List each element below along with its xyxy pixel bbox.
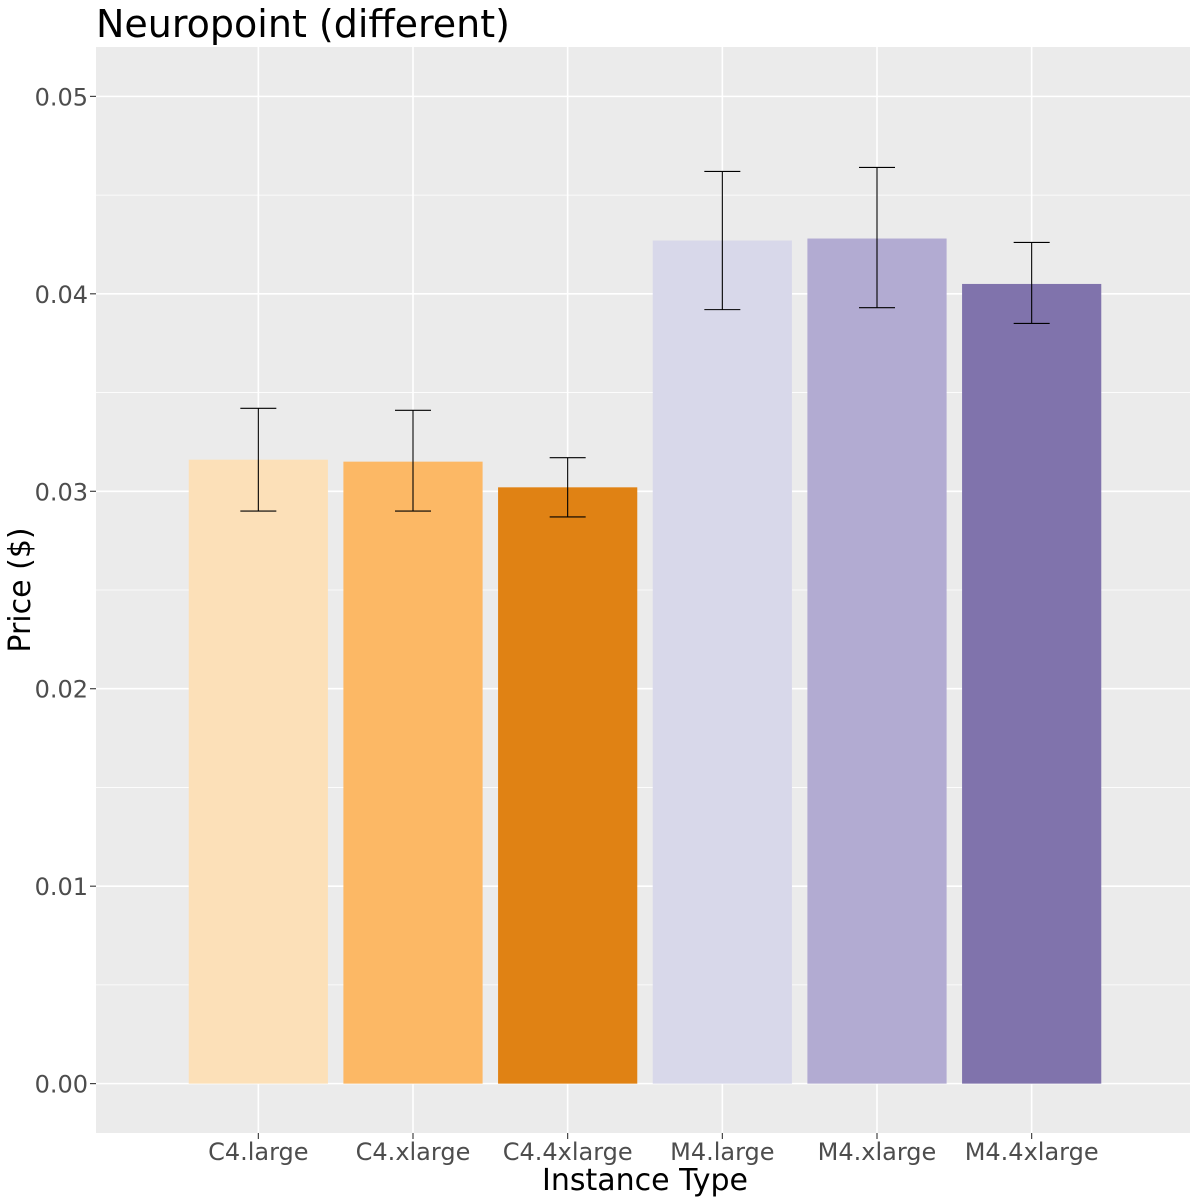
error-bar xyxy=(549,457,586,518)
y-axis-title: Price ($) xyxy=(3,527,38,652)
bar-m4-4xlarge xyxy=(962,283,1102,1084)
bar-c4-4xlarge xyxy=(498,487,638,1084)
y-tick-label: 0.04 xyxy=(35,281,88,309)
y-tick-label: 0.05 xyxy=(35,83,88,111)
error-bar xyxy=(395,409,431,512)
y-tick-label: 0.03 xyxy=(35,478,88,506)
x-axis-ticks: C4.large C4.xlarge C4.4xlarge M4.large M4.xl… xyxy=(208,1133,1099,1166)
x-axis-title: Instance Type xyxy=(542,1163,748,1198)
error-bars xyxy=(240,166,1050,518)
chart-title: Neuropoint (different) xyxy=(96,2,510,46)
y-axis-ticks: 0.00 0.01 0.02 0.03 0.04 0.05 xyxy=(35,83,96,1099)
y-tick-label: 0.01 xyxy=(35,873,88,901)
x-tick-label: M4.4xlarge xyxy=(965,1138,1099,1166)
x-tick-label: M4.large xyxy=(670,1138,774,1166)
error-bar xyxy=(859,166,895,309)
x-tick-label: C4.xlarge xyxy=(356,1138,471,1166)
bar-c4-xlarge xyxy=(343,461,483,1084)
x-tick-label: C4.4xlarge xyxy=(503,1138,633,1166)
bar-c4-large xyxy=(188,459,328,1084)
error-bar xyxy=(1013,241,1050,324)
bar-m4-large xyxy=(652,240,792,1084)
x-tick-label: C4.large xyxy=(208,1138,308,1166)
y-tick-label: 0.00 xyxy=(35,1071,88,1099)
bars xyxy=(188,238,1102,1084)
error-bar xyxy=(240,407,277,512)
bar-m4-xlarge xyxy=(807,238,947,1084)
x-tick-label: M4.xlarge xyxy=(818,1138,937,1166)
error-bar xyxy=(704,170,741,311)
y-tick-label: 0.02 xyxy=(35,676,88,704)
